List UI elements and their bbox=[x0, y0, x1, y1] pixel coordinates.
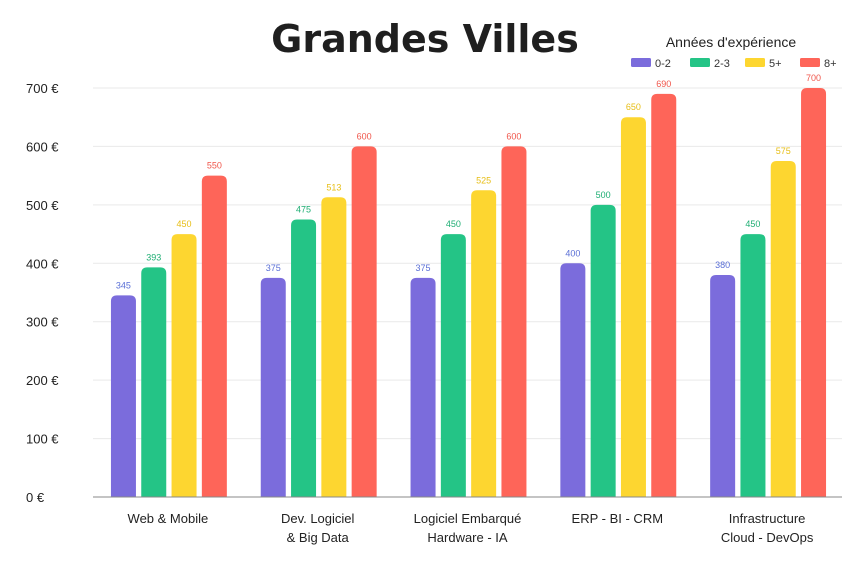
bar-group: 400 500 650 690 bbox=[560, 79, 677, 497]
bar-group: 375 450 525 600 bbox=[410, 131, 527, 498]
y-tick-label: 300 € bbox=[26, 315, 59, 330]
bar-0-2 bbox=[410, 277, 436, 497]
bar-group: 345 393 450 550 bbox=[110, 161, 227, 498]
bar-2-3 bbox=[740, 234, 766, 498]
data-label: 700 bbox=[806, 73, 821, 83]
x-tick-label: ERP - BI - CRM bbox=[572, 511, 664, 526]
bar-5+ bbox=[171, 234, 197, 498]
bar-2-3 bbox=[141, 267, 167, 497]
y-tick-label: 700 € bbox=[26, 81, 59, 96]
legend-item: 5+ bbox=[745, 58, 782, 70]
data-label: 575 bbox=[776, 146, 791, 156]
data-label: 450 bbox=[745, 219, 760, 229]
legend-title: Années d'expérience bbox=[666, 34, 797, 50]
bar-2-3 bbox=[590, 204, 616, 497]
legend-label: 8+ bbox=[824, 58, 837, 70]
legend-swatch bbox=[631, 58, 651, 67]
legend-label: 2-3 bbox=[714, 58, 730, 70]
legend-label: 0-2 bbox=[655, 58, 671, 70]
legend-item: 8+ bbox=[800, 58, 837, 70]
bar-8+ bbox=[201, 175, 227, 497]
x-tick-label: Dev. Logiciel & Big Data bbox=[281, 511, 355, 545]
data-label: 475 bbox=[296, 204, 311, 214]
x-axis: Web & Mobile Dev. Logiciel & Big Data Logic… bbox=[93, 496, 842, 545]
bar-group: 380 450 575 700 bbox=[710, 73, 827, 498]
data-label: 650 bbox=[626, 102, 641, 112]
legend-swatch bbox=[690, 58, 710, 67]
bar-5+ bbox=[321, 197, 347, 498]
data-label: 393 bbox=[146, 252, 161, 262]
x-tick-label: Web & Mobile bbox=[128, 511, 209, 526]
bar-2-3 bbox=[440, 234, 466, 498]
bar-5+ bbox=[620, 117, 646, 497]
data-label: 600 bbox=[357, 131, 372, 141]
x-tick-label: Logiciel Embarqué Hardware - IA bbox=[414, 511, 522, 545]
bar-0-2 bbox=[560, 263, 586, 497]
bar-8+ bbox=[351, 146, 377, 497]
bar-0-2 bbox=[260, 277, 286, 497]
legend-swatch bbox=[800, 58, 820, 67]
data-label: 500 bbox=[596, 190, 611, 200]
y-tick-label: 200 € bbox=[26, 373, 59, 388]
data-label: 450 bbox=[446, 219, 461, 229]
data-label: 513 bbox=[326, 182, 341, 192]
bar-group: 375 475 513 600 bbox=[260, 131, 377, 498]
bar-8+ bbox=[801, 88, 827, 497]
data-label: 345 bbox=[116, 280, 131, 290]
y-tick-label: 600 € bbox=[26, 139, 59, 154]
bar-5+ bbox=[471, 190, 497, 497]
bar-5+ bbox=[770, 161, 796, 498]
legend-item: 0-2 bbox=[631, 58, 671, 70]
bar-8+ bbox=[651, 93, 677, 497]
chart-title: Grandes Villes bbox=[271, 17, 579, 61]
data-label: 375 bbox=[416, 263, 431, 273]
y-tick-label: 0 € bbox=[26, 490, 45, 505]
bars: 345 393 450 550 375 475 513 600 375 450 525 600 400 5… bbox=[110, 73, 827, 498]
data-label: 690 bbox=[656, 79, 671, 89]
y-tick-label: 100 € bbox=[26, 432, 59, 447]
bar-8+ bbox=[501, 146, 527, 497]
data-label: 450 bbox=[177, 219, 192, 229]
data-label: 525 bbox=[476, 175, 491, 185]
data-label: 550 bbox=[207, 161, 222, 171]
y-tick-label: 500 € bbox=[26, 198, 59, 213]
y-tick-label: 400 € bbox=[26, 256, 59, 271]
data-label: 380 bbox=[715, 260, 730, 270]
bar-2-3 bbox=[291, 219, 317, 497]
legend: Années d'expérience 0-2 2-3 5+ 8+ bbox=[631, 34, 837, 70]
data-label: 600 bbox=[506, 131, 521, 141]
x-tick-label: Infrastructure Cloud - DevOps bbox=[721, 511, 814, 545]
y-axis: 0 € 100 € 200 € 300 € 400 € 500 € 600 € 700 € bbox=[26, 81, 59, 505]
data-label: 400 bbox=[565, 248, 580, 258]
bar-0-2 bbox=[710, 274, 736, 497]
legend-label: 5+ bbox=[769, 58, 782, 70]
bar-0-2 bbox=[110, 295, 136, 497]
legend-swatch bbox=[745, 58, 765, 67]
legend-item: 2-3 bbox=[690, 58, 730, 70]
data-label: 375 bbox=[266, 263, 281, 273]
